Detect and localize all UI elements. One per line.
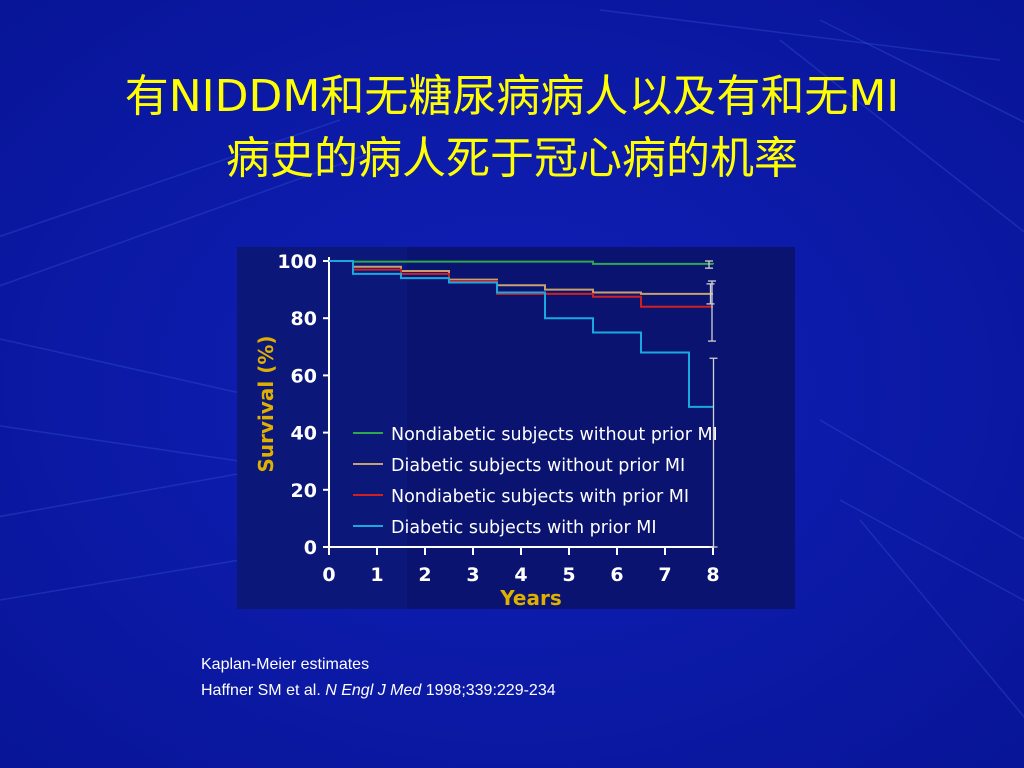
x-tick-label: 7 <box>658 564 671 586</box>
caption-journal: N Engl J Med <box>325 682 422 699</box>
legend-label-1: Nondiabetic subjects without prior MI <box>391 425 718 445</box>
series-line-4 <box>329 260 713 408</box>
legend-label-2: Diabetic subjects without prior MI <box>391 456 685 476</box>
y-tick-label: 0 <box>304 537 317 559</box>
x-tick-label: 4 <box>514 564 527 586</box>
legend-label-4: Diabetic subjects with prior MI <box>391 518 657 538</box>
x-tick-label: 5 <box>562 564 575 586</box>
chart-svg: 0 20 40 60 80 100 0 1 2 3 4 5 6 7 8 Years Survival (%) No… <box>237 247 795 609</box>
y-tick-label: 80 <box>291 308 317 330</box>
x-tick-label: 8 <box>706 564 719 586</box>
y-axis-title: Survival (%) <box>254 335 278 472</box>
source-caption: Kaplan-Meier estimates Haffner SM et al.… <box>201 652 556 704</box>
caption-authors: Haffner SM et al. <box>201 682 321 699</box>
caption-citation-row: Haffner SM et al. N Engl J Med 1998;339:… <box>201 678 556 704</box>
x-tick-label: 0 <box>322 564 335 586</box>
caption-method: Kaplan-Meier estimates <box>201 656 370 673</box>
title-line-1: 有NIDDM和无糖尿病病人以及有和无MI <box>124 71 900 122</box>
slide-title: 有NIDDM和无糖尿病病人以及有和无MI 病史的病人死于冠心病的机率 <box>0 66 1024 190</box>
x-tick-label: 2 <box>418 564 431 586</box>
series-line-3 <box>329 260 713 308</box>
y-tick-label: 40 <box>291 423 317 445</box>
x-axis-title: Years <box>499 586 561 609</box>
y-tick-label: 100 <box>277 251 317 273</box>
title-line-2: 病史的病人死于冠心病的机率 <box>226 133 798 184</box>
y-tick-label: 60 <box>291 365 317 387</box>
survival-chart: 0 20 40 60 80 100 0 1 2 3 4 5 6 7 8 Years Survival (%) No… <box>237 247 795 609</box>
x-tick-label: 3 <box>466 564 479 586</box>
y-tick-label: 20 <box>291 480 317 502</box>
x-tick-label: 1 <box>370 564 383 586</box>
legend-label-3: Nondiabetic subjects with prior MI <box>391 487 689 507</box>
caption-reference: 1998;339:229-234 <box>425 682 556 699</box>
x-tick-label: 6 <box>610 564 623 586</box>
